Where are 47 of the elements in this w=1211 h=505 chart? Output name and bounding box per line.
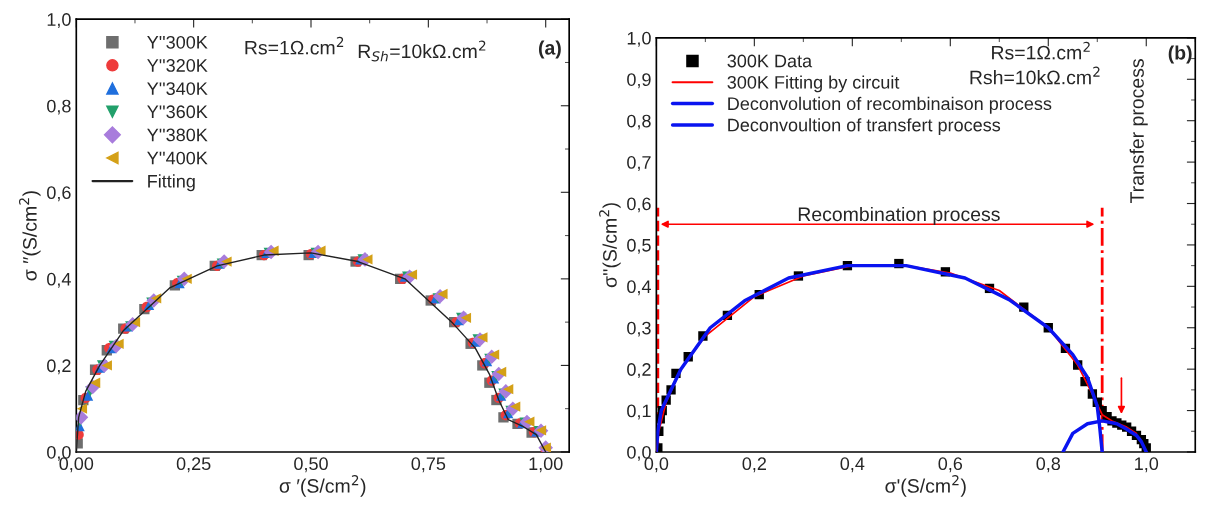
annotation: Rs=1Ω.cm$^{2}$ — [245, 36, 344, 55]
y-axis-title: σ ′′(S/cm$^{2}$) — [19, 191, 41, 281]
y-tick-label: 0,8 — [47, 99, 71, 115]
x-tick-label: 0,8 — [1036, 457, 1061, 473]
x-tick-label: 0,4 — [840, 457, 865, 473]
legend-label: Fitting — [148, 174, 195, 192]
x-tick-label: 0,25 — [176, 457, 211, 473]
x-axis-title: σ'(S/cm$^{2}$) — [885, 475, 966, 497]
x-tick-label: 0,6 — [938, 457, 963, 473]
legend-label: Y''300K — [147, 35, 208, 49]
y-tick-label: 0,3 — [627, 321, 651, 337]
y-tick-label: 0,6 — [627, 197, 651, 213]
legend-label: Y''380K — [147, 128, 208, 142]
y-tick-label: 0,7 — [627, 156, 651, 171]
x-axis-title: σ ′(S/cm$^{2}$) — [279, 475, 366, 497]
x-tick-label: 0,75 — [411, 457, 446, 473]
y-tick-label: 0,1 — [627, 404, 651, 420]
legend-label: Y''400K — [147, 151, 208, 165]
legend-label: Y''320K — [147, 59, 208, 72]
y-tick-label: 0,8 — [627, 114, 651, 130]
x-tick-label: 1,00 — [529, 457, 563, 473]
y-tick-label: 0,4 — [47, 272, 71, 288]
y-tick-label: 0,6 — [47, 186, 71, 202]
annotation: Transfer process — [1129, 59, 1148, 204]
annotation: (b) — [1168, 45, 1192, 64]
y-tick-label: 1,0 — [47, 13, 71, 29]
annotation: (a) — [538, 40, 561, 59]
annotation: Rs=1Ω.cm$^{2}$ — [992, 41, 1090, 60]
y-tick-label: 0,5 — [627, 238, 651, 254]
y-tick-label: 1,0 — [627, 31, 651, 47]
x-tick-label: 0,2 — [742, 457, 766, 473]
legend-label: 300K Data — [727, 54, 813, 68]
y-axis-title: σ''(S/cm$^{2}$) — [599, 203, 621, 288]
annotation: Rsh=10kΩ.cm$^{2}$ — [970, 66, 1100, 85]
annotation: Recombination process — [798, 206, 1000, 225]
legend-label: Deconvoultion of transfert process — [728, 118, 1001, 135]
annotation: R$_{Sh}$=10kΩ.cm$^{2}$ — [358, 40, 486, 62]
x-tick-label: 1,0 — [1135, 457, 1159, 473]
y-tick-label: 0,9 — [627, 73, 651, 89]
legend-label: Y''360K — [147, 105, 208, 119]
y-tick-label: 0,2 — [47, 359, 71, 375]
y-tick-label: 0,4 — [627, 280, 651, 296]
legend-label: Deconvolution of recombinaison process — [728, 96, 1052, 114]
x-tick-label: 0,50 — [294, 457, 328, 473]
y-tick-label: 0,2 — [627, 363, 651, 379]
legend-label: Y''340K — [147, 82, 208, 95]
legend-label: 300K Fitting by circuit — [727, 75, 900, 93]
